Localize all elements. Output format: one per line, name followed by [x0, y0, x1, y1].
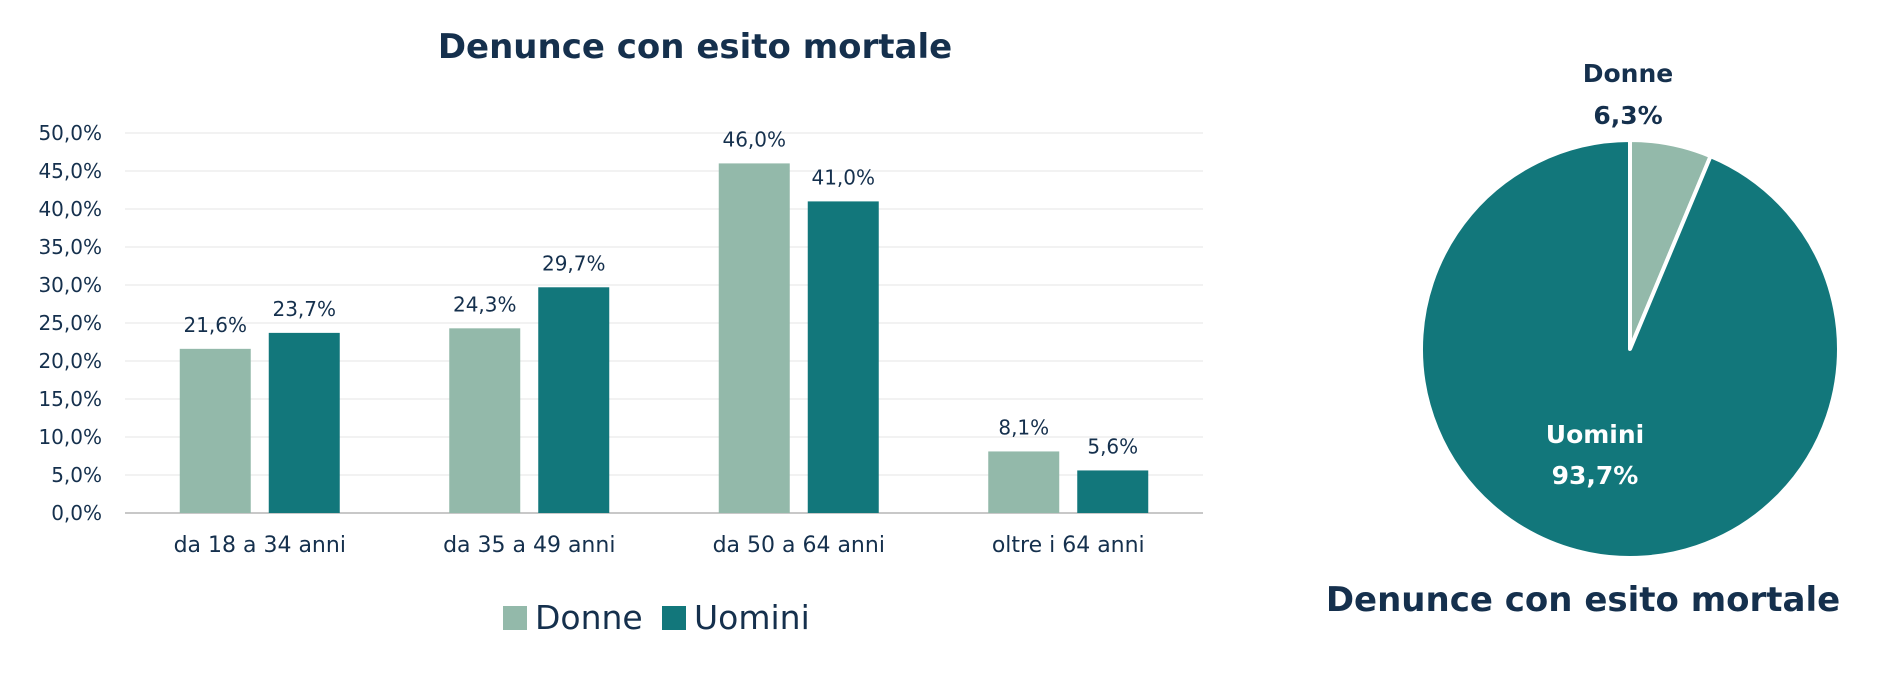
bar-uomini-2	[538, 287, 610, 513]
data-label: 41,0%	[811, 165, 875, 189]
y-tick-label: 40,0%	[38, 197, 102, 221]
legend-label-donne: Donne	[535, 598, 643, 637]
category-label: oltre i 64 anni	[992, 533, 1145, 558]
y-tick-label: 50,0%	[38, 121, 102, 145]
y-tick-label: 5,0%	[51, 463, 102, 487]
pie-label-donne-value: 6,3%	[1593, 101, 1662, 130]
y-tick-label: 20,0%	[38, 349, 102, 373]
pie-chart-title: Denunce con esito mortale	[1326, 580, 1840, 620]
bar-uomini-3	[807, 201, 879, 513]
bar-donne-3	[718, 163, 790, 513]
bars	[179, 163, 1149, 513]
y-tick-label: 45,0%	[38, 159, 102, 183]
y-tick-label: 30,0%	[38, 273, 102, 297]
category-label: da 35 a 49 anni	[443, 533, 615, 558]
pie-label-uomini-name: Uomini	[1546, 420, 1644, 449]
data-label: 21,6%	[183, 313, 247, 337]
y-axis-ticks: 0,0% 5,0% 10,0% 15,0% 20,0% 25,0% 30,0% 35,0% 40…	[38, 121, 102, 525]
data-label: 24,3%	[453, 292, 517, 316]
category-label: da 18 a 34 anni	[174, 533, 346, 558]
data-label: 5,6%	[1087, 434, 1138, 458]
legend-swatch-donne	[503, 606, 527, 630]
bar-uomini-1	[268, 332, 340, 513]
category-labels: da 18 a 34 anni da 35 a 49 anni da 50 a 64…	[174, 533, 1145, 558]
pie-chart: Donne 6,3% Uomini 93,7% Denunce con esit…	[1326, 59, 1841, 620]
pie-label-donne-name: Donne	[1583, 59, 1673, 88]
category-label: da 50 a 64 anni	[713, 533, 885, 558]
y-tick-label: 15,0%	[38, 387, 102, 411]
pie-slice-uomini	[1419, 138, 1841, 560]
y-tick-label: 25,0%	[38, 311, 102, 335]
pie-slices	[1419, 138, 1841, 560]
data-labels: 21,6% 23,7% 24,3% 29,7% 46,0% 41,0% 8,1% 5,6%	[183, 127, 1138, 458]
legend: Donne Uomini	[503, 598, 810, 637]
data-label: 8,1%	[998, 415, 1049, 439]
y-tick-label: 35,0%	[38, 235, 102, 259]
data-label: 46,0%	[722, 127, 786, 151]
data-label: 23,7%	[272, 297, 336, 321]
bar-donne-2	[449, 328, 521, 513]
legend-swatch-uomini	[662, 606, 686, 630]
data-label: 29,7%	[542, 251, 606, 275]
legend-label-uomini: Uomini	[694, 598, 810, 637]
bar-chart-title: Denunce con esito mortale	[438, 27, 952, 67]
y-tick-label: 0,0%	[51, 501, 102, 525]
bar-chart: Denunce con esito mortale 0,0% 5,0% 10,0% 1…	[38, 27, 1203, 637]
y-tick-label: 10,0%	[38, 425, 102, 449]
bar-donne-1	[179, 348, 251, 513]
bar-uomini-4	[1077, 470, 1149, 513]
bar-donne-4	[988, 451, 1060, 513]
pie-label-uomini-value: 93,7%	[1552, 461, 1639, 490]
